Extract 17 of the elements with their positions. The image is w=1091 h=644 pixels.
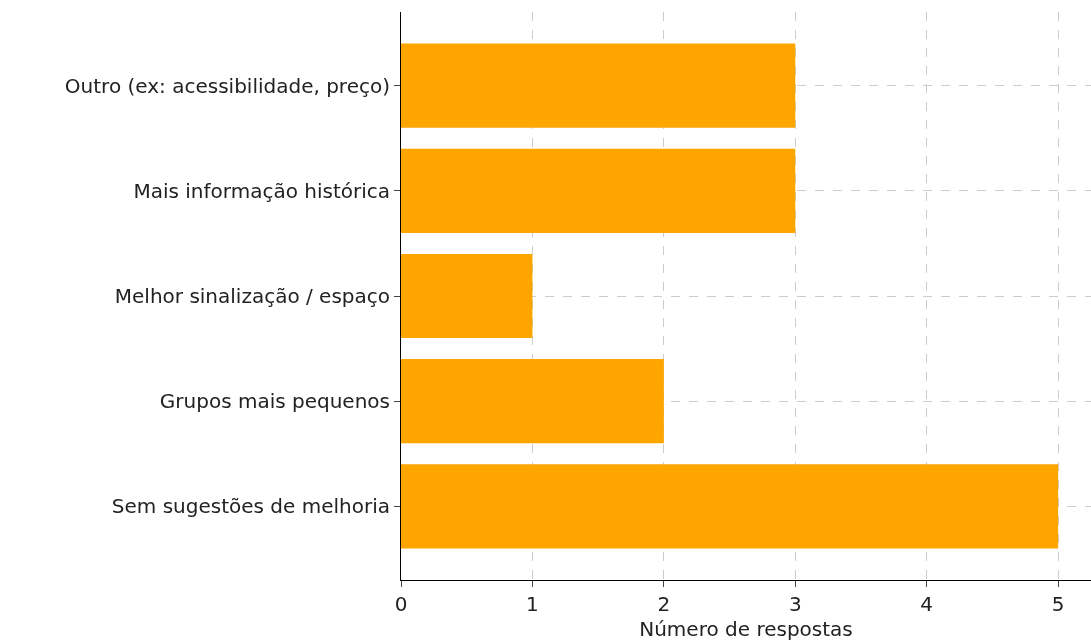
y-tick-label: Sem sugestões de melhoria bbox=[111, 494, 390, 519]
x-tick-label: 0 bbox=[394, 592, 408, 616]
bar bbox=[401, 359, 664, 444]
x-tick-label: 2 bbox=[657, 592, 671, 616]
y-tick-label: Mais informação histórica bbox=[133, 178, 390, 203]
x-axis-title: Número de respostas bbox=[639, 616, 853, 641]
bar bbox=[401, 253, 533, 339]
y-tick-label: Melhor sinalização / espaço bbox=[114, 284, 390, 308]
x-tick-label: 5 bbox=[1051, 592, 1065, 616]
y-tick-label: Outro (ex: acessibilidade, preço) bbox=[64, 73, 390, 98]
x-tick-label: 1 bbox=[526, 592, 539, 616]
bar bbox=[401, 148, 796, 233]
bar bbox=[401, 43, 796, 128]
x-tick-label: 4 bbox=[920, 592, 934, 616]
x-tick-label: 3 bbox=[788, 592, 802, 616]
y-tick-label: Grupos mais pequenos bbox=[159, 389, 390, 414]
bar bbox=[401, 464, 1059, 549]
